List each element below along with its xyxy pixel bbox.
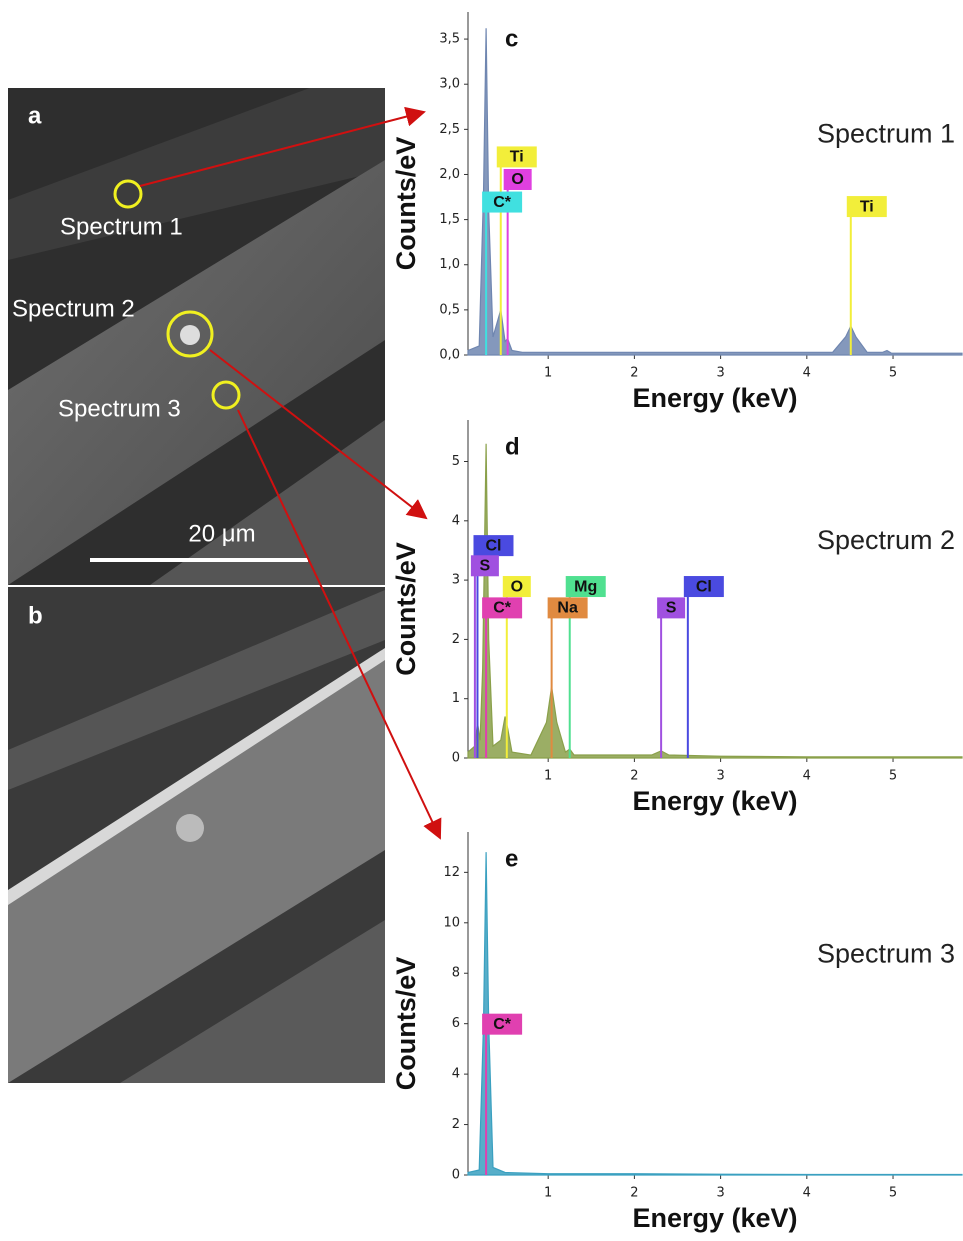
element-box [502,576,531,598]
x-tick-label: 3 [716,366,724,381]
y-tick-label: 0,5 [439,302,460,317]
x-tick-label: 4 [803,769,811,784]
element-box [470,555,499,577]
y-tick-label: 1,5 [439,212,460,227]
x-tick-label: 1 [544,769,552,784]
element-label: O [511,578,523,595]
arrow [209,349,428,520]
y-tick-label: 0 [452,751,460,766]
spot-label: Spectrum 2 [12,295,135,322]
element-label: C* [493,1016,512,1033]
x-tick-label: 1 [544,366,552,381]
element-box [846,196,887,218]
x-axis-title: Energy (keV) [632,1203,797,1233]
y-axis-title: Counts/eV [391,137,421,271]
panel-label: c [505,25,518,52]
element-box [565,576,606,598]
panel-label: b [28,602,43,629]
element-label: C* [493,194,512,211]
element-box [683,576,724,598]
element-label: C* [493,600,512,617]
y-tick-label: 12 [443,865,460,880]
y-tick-label: 8 [452,966,460,981]
element-box [657,597,686,619]
element-label: O [511,171,523,188]
y-tick-label: 5 [452,454,460,469]
y-tick-label: 2,5 [439,122,460,137]
y-tick-label: 1 [452,691,460,706]
x-tick-label: 5 [889,366,897,381]
element-box [482,597,523,619]
spot-circle [211,380,241,410]
element-box [496,146,537,168]
spot-label: Spectrum 1 [60,213,183,240]
y-tick-label: 3 [452,573,460,588]
scale-label: 20 μm [188,520,255,547]
spectrum-label: Spectrum 2 [817,525,955,555]
x-tick-label: 1 [544,1186,552,1201]
element-box [482,1013,523,1035]
panel-label: d [505,433,520,460]
spectrum-area [467,852,963,1176]
spot-circle [166,310,214,358]
element-box [547,597,588,619]
x-tick-label: 5 [889,769,897,784]
y-tick-label: 2 [452,1117,460,1132]
x-tick-label: 3 [716,769,724,784]
y-axis-title: Counts/eV [391,957,421,1091]
element-label: Cl [696,578,712,595]
element-label: Cl [485,537,501,554]
sem-image-a [8,88,385,585]
spectrum-area [467,28,963,356]
element-label: Ti [860,198,874,215]
x-tick-label: 2 [630,366,638,381]
element-label: S [480,557,491,574]
y-tick-label: 3,5 [439,32,460,47]
y-tick-label: 6 [452,1016,460,1031]
spot-label: Spectrum 3 [58,395,181,422]
y-tick-label: 2 [452,632,460,647]
element-label: Mg [574,578,597,595]
element-label: Na [557,600,578,617]
x-tick-label: 4 [803,1186,811,1201]
y-tick-label: 4 [452,513,460,528]
y-tick-label: 2,0 [439,167,460,182]
y-tick-label: 3,0 [439,77,460,92]
y-tick-label: 10 [443,915,460,930]
element-box [503,168,532,190]
scale-bar [90,558,308,562]
x-tick-label: 4 [803,366,811,381]
panel-label: e [505,845,518,872]
x-axis-title: Energy (keV) [632,786,797,816]
element-box [473,535,514,557]
y-tick-label: 0,0 [439,348,460,363]
element-label: S [666,600,677,617]
spectrum-area [467,443,963,759]
arrow [139,106,426,187]
sem-image-b [8,587,385,1083]
y-axis-title: Counts/eV [391,542,421,676]
x-axis-title: Energy (keV) [632,383,797,413]
y-tick-label: 0 [452,1168,460,1183]
x-tick-label: 2 [630,769,638,784]
spot-circle [113,179,143,209]
arrow [237,409,442,840]
y-tick-label: 4 [452,1067,460,1082]
x-tick-label: 2 [630,1186,638,1201]
panel-label: a [28,102,42,129]
spectrum-label: Spectrum 1 [817,119,955,149]
spectrum-label: Spectrum 3 [817,939,955,969]
y-tick-label: 1,0 [439,257,460,272]
element-label: Ti [510,149,524,166]
element-box [482,191,523,213]
x-tick-label: 5 [889,1186,897,1201]
x-tick-label: 3 [716,1186,724,1201]
